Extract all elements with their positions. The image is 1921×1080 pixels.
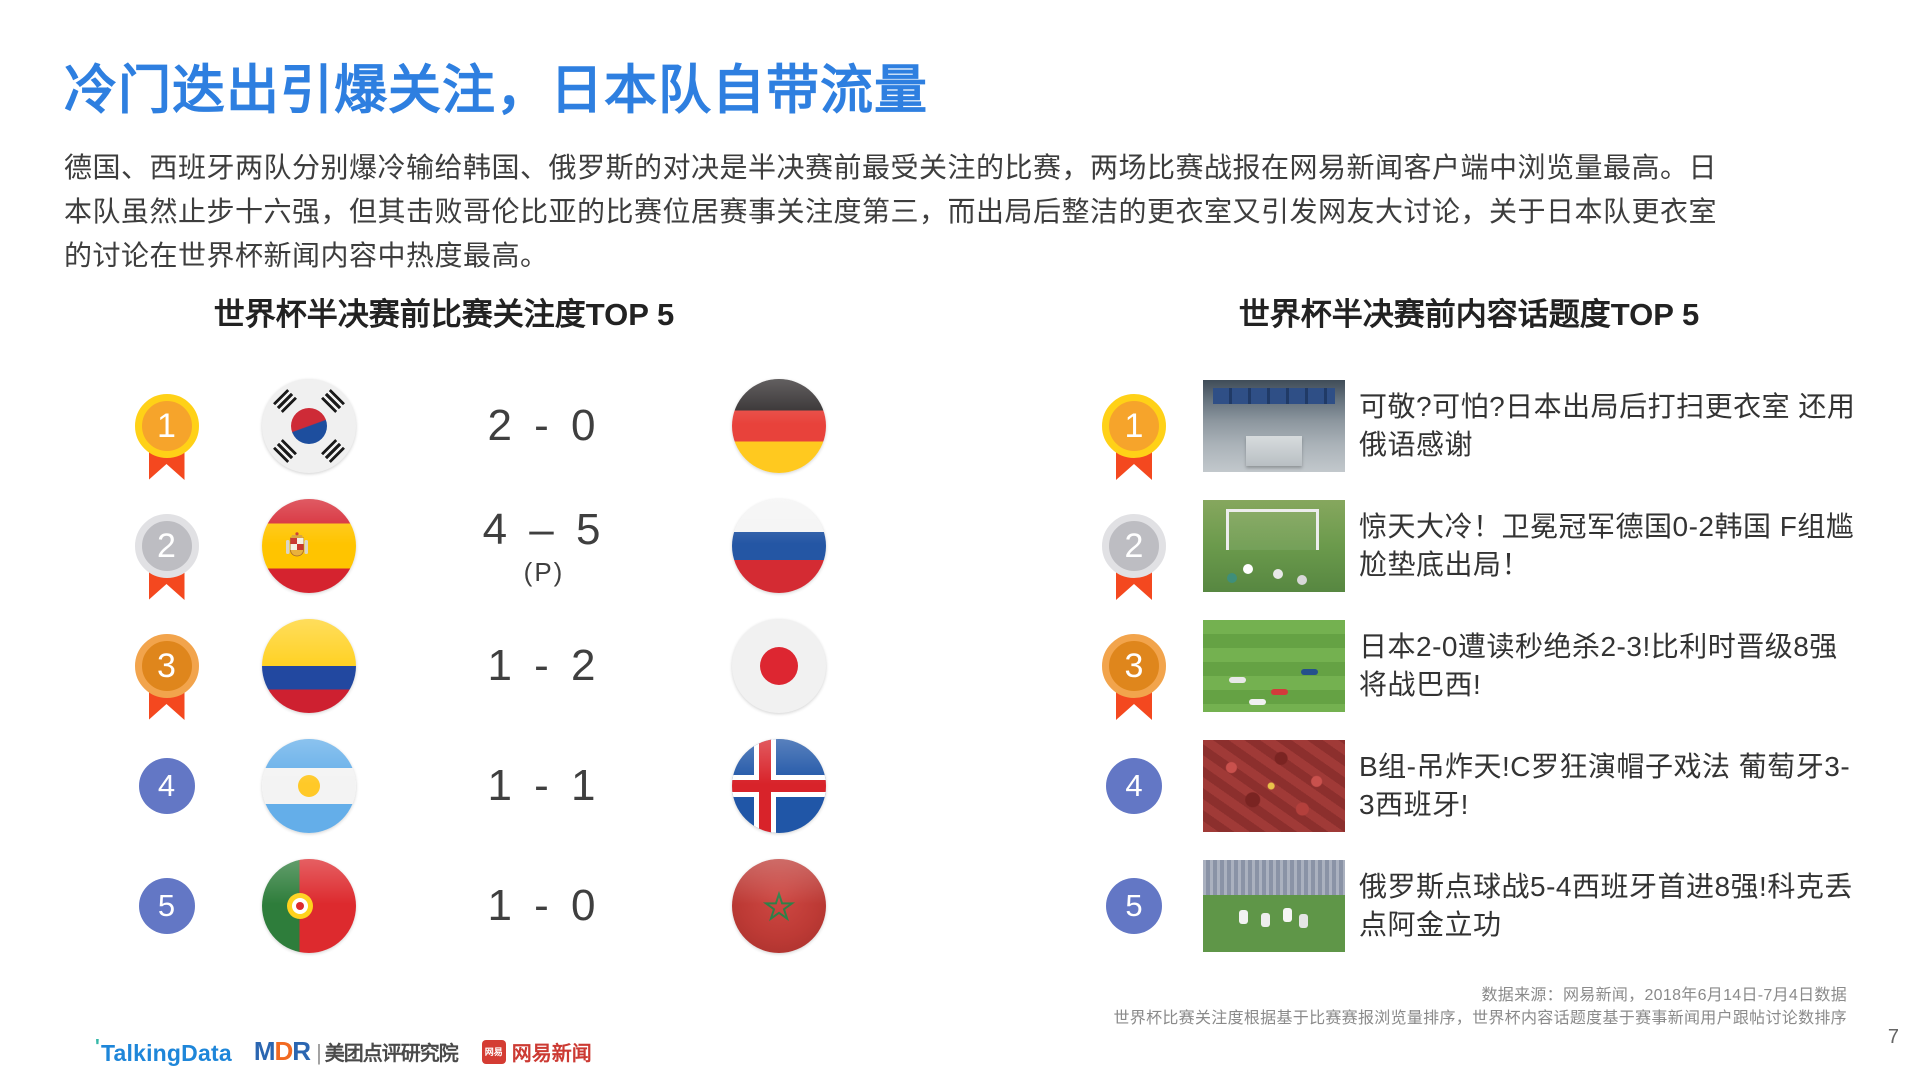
topic-row-2: 2 惊天大冷！卫冕冠军德国0-2韩国 F组尴尬垫底出局！ — [1079, 486, 1869, 606]
netease-news-logo: 网易 网易新闻 — [481, 1037, 592, 1066]
rank-badge: 4 — [1106, 758, 1162, 814]
rank-number: 3 — [134, 634, 199, 698]
thumbnail-locker-room — [1203, 380, 1345, 472]
flag-argentina — [262, 739, 356, 833]
rank-medal-bronze: 3 — [1102, 634, 1166, 720]
morocco-star — [762, 890, 796, 922]
brand-logos: 'TalkingData MDR | 美团点评研究院 网易 网易新闻 — [95, 1036, 592, 1067]
rank-medal-gold: 1 — [134, 394, 199, 480]
news-headline: 俄罗斯点球战5-4西班牙首进8强!科克丢点阿金立功 — [1359, 871, 1853, 940]
rank-badge: 5 — [1106, 878, 1162, 934]
match-score: 1 - 2 — [487, 641, 601, 690]
taegeuk-symbol — [291, 408, 327, 444]
penalty-note: (P) — [523, 556, 565, 587]
rank-number: 3 — [1102, 634, 1166, 698]
rank-badge: 4 — [138, 758, 195, 814]
topic-row-4: 4 B组-吊炸天!C罗狂演帽子戏法 葡萄牙3-3西班牙! — [1079, 726, 1869, 846]
source-line-1: 数据来源：网易新闻，2018年6月14日-7月4日数据 — [1481, 987, 1847, 1004]
rank-medal-gold: 1 — [1102, 394, 1166, 480]
rank-medal-bronze: 3 — [134, 634, 199, 720]
japan-sun-disc — [760, 647, 798, 685]
talkingdata-logo: 'TalkingData — [95, 1036, 232, 1066]
rank-medal-silver: 2 — [134, 514, 199, 600]
match-attention-panel: 世界杯半决赛前比赛关注度TOP 5 1 — [64, 294, 969, 966]
topic-row-1: 1 可敬?可怕?日本出局后打扫更衣室 还用俄语感谢 — [1079, 366, 1869, 486]
flag-colombia — [262, 619, 356, 713]
intro-line: 本队虽然止步十六强，但其击败哥伦比亚的比赛位居赛事关注度第三，而出局后整洁的更衣… — [64, 196, 1718, 227]
netease-news-label: 网易新闻 — [511, 1043, 592, 1065]
thumbnail-portugal-spain-fans — [1203, 740, 1345, 832]
news-headline: B组-吊炸天!C罗狂演帽子戏法 葡萄牙3-3西班牙! — [1359, 751, 1851, 820]
meituan-research-label: 美团点评研究院 — [324, 1043, 459, 1065]
spain-crest — [286, 532, 308, 557]
match-score: 1 - 0 — [487, 881, 601, 930]
thumbnail-japan-belgium-match — [1203, 620, 1345, 712]
intro-line: 德国、西班牙两队分别爆冷输给韩国、俄罗斯的对决是半决赛前最受关注的比赛，两场比赛… — [64, 152, 1718, 183]
match-row-3: 3 1 - 2 — [64, 606, 969, 726]
content-topic-panel: 世界杯半决赛前内容话题度TOP 5 1 — [1079, 294, 1869, 966]
rank-badge: 5 — [138, 878, 195, 934]
news-headline: 日本2-0遭读秒绝杀2-3!比利时晋级8强将战巴西! — [1359, 631, 1838, 700]
content-columns: 世界杯半决赛前比赛关注度TOP 5 1 — [64, 294, 1861, 966]
flag-south-korea — [262, 379, 356, 473]
news-headline: 可敬?可怕?日本出局后打扫更衣室 还用俄语感谢 — [1359, 391, 1856, 460]
match-score: 1 - 1 — [487, 761, 601, 810]
page-title: 冷门迭出引爆关注，日本队自带流量 — [64, 61, 928, 120]
intro-line: 的讨论在世界杯新闻内容中热度最高。 — [64, 240, 549, 271]
topic-panel-title: 世界杯半决赛前内容话题度TOP 5 — [1238, 297, 1700, 332]
rank-number: 1 — [1102, 394, 1166, 458]
mdr-meituan-logo: MDR | 美团点评研究院 — [253, 1036, 459, 1066]
flag-iceland — [732, 739, 826, 833]
match-panel-title: 世界杯半决赛前比赛关注度TOP 5 — [213, 297, 675, 332]
topic-row-3: 3 日本2-0遭读秒绝杀2-3!比利时晋级8强将战巴西! — [1079, 606, 1869, 726]
netease-app-icon: 网易 — [481, 1039, 506, 1064]
match-row-4: 4 1 - 1 — [64, 726, 969, 846]
talkingdata-tick-icon: ' — [95, 1036, 100, 1058]
source-line-2: 世界杯比赛关注度根据基于比赛赛报浏览量排序，世界杯内容话题度基于赛事新闻用户跟帖… — [1113, 1010, 1847, 1027]
flag-germany — [732, 379, 826, 473]
rank-number: 1 — [134, 394, 199, 458]
match-row-5: 5 1 - 0 — [64, 846, 969, 966]
flag-russia — [732, 499, 826, 593]
flag-japan — [732, 619, 826, 713]
topic-table: 1 可敬?可怕?日本出局后打扫更衣室 还用俄语感谢 — [1079, 366, 1869, 966]
page-number: 7 — [1887, 1026, 1899, 1048]
argentina-sun — [292, 769, 326, 803]
match-score: 4 – 5 — [482, 504, 606, 554]
flag-morocco — [732, 859, 826, 953]
portugal-emblem — [286, 893, 313, 919]
rank-number: 2 — [134, 514, 199, 578]
data-source-note: 数据来源：网易新闻，2018年6月14日-7月4日数据 世界杯比赛关注度根据基于… — [1113, 984, 1847, 1030]
thumbnail-russia-celebration — [1203, 860, 1345, 952]
thumbnail-germany-korea-match — [1203, 500, 1345, 592]
match-row-2: 2 — [64, 486, 969, 606]
match-score: 2 - 0 — [487, 401, 601, 450]
rank-medal-silver: 2 — [1102, 514, 1166, 600]
flag-spain — [262, 499, 356, 593]
match-row-1: 1 2 - 0 — [64, 366, 969, 486]
intro-paragraph: 德国、西班牙两队分别爆冷输给韩国、俄罗斯的对决是半决赛前最受关注的比赛，两场比赛… — [64, 146, 1861, 278]
news-headline: 惊天大冷！卫冕冠军德国0-2韩国 F组尴尬垫底出局！ — [1359, 511, 1855, 580]
flag-portugal — [262, 859, 356, 953]
rank-number: 2 — [1102, 514, 1166, 578]
match-table: 1 2 - 0 — [64, 366, 969, 966]
topic-row-5: 5 俄罗斯点球战5-4西班牙首进8强!科克丢点阿金立功 — [1079, 846, 1869, 966]
